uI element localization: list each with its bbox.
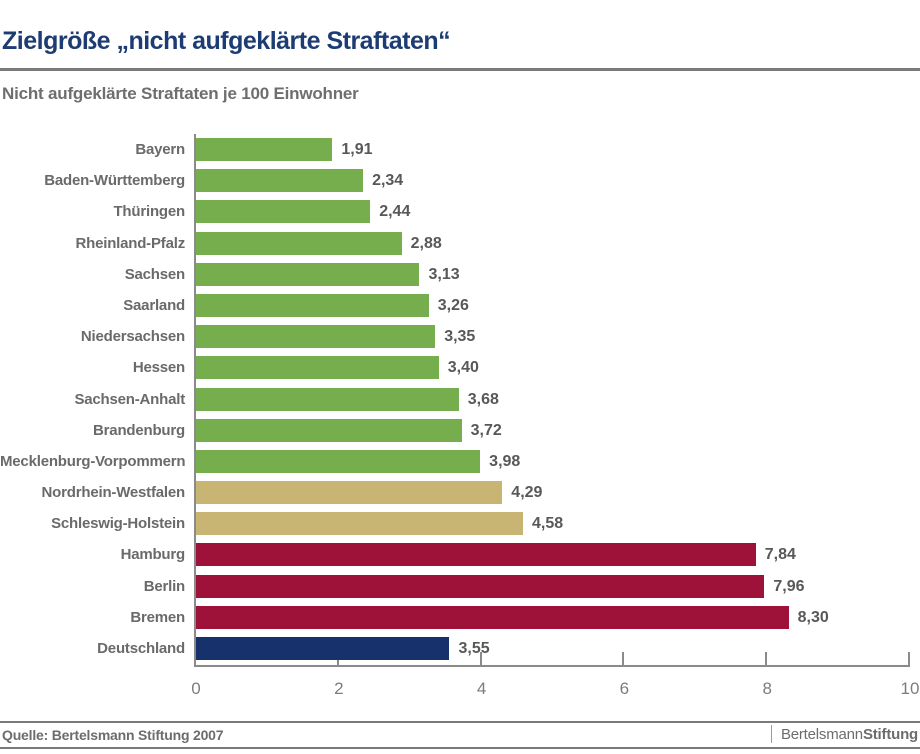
- bar-value-label: 3,72: [470, 421, 502, 439]
- x-axis-tick-label: 0: [191, 679, 201, 698]
- category-label: Baden-Württemberg: [44, 172, 185, 190]
- category-label: Deutschland: [97, 640, 185, 657]
- bar-value-label: 7,84: [764, 546, 796, 564]
- bar: [196, 356, 439, 380]
- category-label: Schleswig-Holstein: [51, 515, 185, 533]
- bar-row: 3,13: [196, 259, 910, 290]
- footer-divider-bottom: [0, 747, 920, 749]
- category-label: Bremen: [130, 608, 185, 626]
- x-axis-tick-label: 2: [334, 679, 344, 698]
- category-label: Sachsen-Anhalt: [74, 390, 185, 408]
- bar: [196, 574, 765, 598]
- bar-row: 3,40: [196, 352, 910, 383]
- x-axis-tick: [479, 652, 482, 665]
- bar: [196, 231, 402, 255]
- x-axis-tick-label: 4: [476, 679, 487, 698]
- bar-row: 2,44: [196, 196, 910, 227]
- bar-value-label: 3,98: [489, 452, 521, 470]
- x-axis-tick: [765, 652, 768, 665]
- bar-row: 4,58: [196, 508, 910, 539]
- bar-row: 3,55: [196, 633, 910, 664]
- bar-row: 1,91: [196, 134, 910, 165]
- x-axis-tick: [622, 652, 625, 665]
- bar-row: 2,88: [196, 228, 910, 259]
- y-axis-line: [194, 134, 196, 665]
- bar-value-label: 3,68: [467, 390, 499, 408]
- bar-value-label: 2,34: [372, 172, 404, 190]
- bar-row: 3,26: [196, 290, 910, 321]
- category-labels: Bayern Baden-Württemberg Thüringen Rheinlan…: [0, 134, 186, 664]
- bar-value-label: 2,44: [379, 203, 411, 221]
- bar-value-label: 4,29: [511, 484, 543, 502]
- category-label: Nordrhein-Westfalen: [41, 484, 186, 502]
- bar: [196, 449, 481, 473]
- x-axis-tick-label: 8: [762, 679, 772, 698]
- bar: [196, 543, 756, 567]
- bar-value-label: 3,35: [444, 328, 476, 346]
- bar: [196, 637, 450, 660]
- bar: [196, 418, 462, 442]
- bar: [196, 481, 503, 505]
- category-label: Bayern: [135, 141, 185, 158]
- brand-name-bold: Stiftung: [862, 726, 918, 743]
- bar-value-label: 4,58: [532, 515, 564, 533]
- bar-row: 2,34: [196, 165, 910, 196]
- bar-value-label: 8,30: [797, 608, 829, 626]
- category-label: Rheinland-Pfalz: [75, 234, 185, 252]
- bar-row: 7,96: [196, 571, 910, 602]
- category-label: Sachsen: [124, 265, 186, 283]
- bar: [196, 605, 789, 629]
- bar-row: 3,98: [196, 446, 910, 477]
- category-label: Hamburg: [120, 546, 186, 564]
- bar-row: 3,35: [196, 321, 910, 352]
- page-title: Zielgröße „nicht aufgeklärte Straftaten“: [2, 27, 451, 55]
- brand-logo: BertelsmannStiftung: [770, 725, 918, 743]
- x-axis-tick: [908, 652, 910, 665]
- bar-chart-plot-area: 1,91 2,34 2,44 2,88 3,13 3,26 3,35 3,40 3,68 3,72…: [196, 134, 910, 665]
- bar: [196, 262, 420, 286]
- x-axis-tick-label: 6: [619, 679, 630, 698]
- bar-value-label: 3,55: [458, 640, 490, 657]
- bar-value-label: 3,13: [428, 265, 460, 283]
- bar-value-label: 7,96: [773, 577, 805, 595]
- category-label: Brandenburg: [93, 421, 185, 439]
- bar-value-label: 1,91: [341, 141, 373, 158]
- bar: [196, 200, 371, 224]
- bar-value-label: 3,26: [437, 296, 469, 314]
- x-axis-baseline: [194, 665, 910, 667]
- bar: [196, 293, 429, 317]
- category-label: Niedersachsen: [80, 328, 185, 346]
- footer-divider-top: [0, 721, 920, 723]
- category-label: Saarland: [123, 296, 185, 314]
- category-label: Hessen: [132, 359, 185, 377]
- bar: [196, 169, 364, 193]
- category-label: Thüringen: [113, 203, 185, 221]
- source-note: Quelle: Bertelsmann Stiftung 2007: [2, 727, 224, 743]
- bar-row: 7,84: [196, 539, 910, 570]
- brand-separator-bar: [770, 725, 772, 743]
- bar-row: 3,72: [196, 415, 910, 446]
- brand-name-regular: Bertelsmann: [780, 726, 863, 743]
- bar-row: 3,68: [196, 384, 910, 415]
- x-axis-tick-label: 10: [900, 679, 920, 698]
- title-divider: [0, 68, 920, 71]
- category-label: Berlin: [143, 577, 186, 595]
- bar-value-label: 3,40: [447, 359, 479, 377]
- bar: [196, 138, 333, 161]
- x-axis-tick-labels: 0 2 4 6 8 10: [191, 679, 919, 701]
- bar-row: 8,30: [196, 602, 910, 633]
- category-label: Mecklenburg-Vorpommern: [0, 452, 186, 470]
- bar: [196, 387, 459, 411]
- chart-subtitle: Nicht aufgeklärte Straftaten je 100 Einw…: [2, 84, 359, 103]
- bar: [196, 512, 523, 536]
- bar-row: 4,29: [196, 477, 910, 508]
- bar-value-label: 2,88: [410, 234, 442, 252]
- bar: [196, 325, 436, 349]
